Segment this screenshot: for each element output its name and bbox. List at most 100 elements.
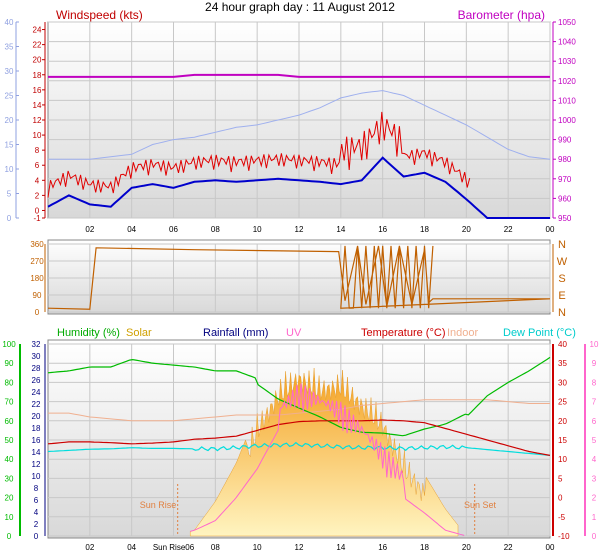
wind-tick: 6	[35, 161, 40, 170]
outer-left-tick: 40	[5, 18, 14, 27]
humidity-tick: 70	[5, 398, 14, 407]
direction-panel-axes: 0 N 90 E 180 S 270 W 360 N	[30, 239, 567, 319]
humidity-tick: 0	[7, 532, 12, 541]
rain-tick: 12	[32, 460, 41, 469]
uv-tick: 5	[592, 436, 597, 445]
wind-tick: 12	[33, 116, 42, 125]
uv-tick: 0	[592, 532, 597, 541]
direction-tick: 270	[30, 257, 44, 266]
x-tick-label: 04	[127, 225, 136, 234]
outer-left-tick: 5	[7, 190, 12, 199]
x-tick-label: 04	[127, 543, 136, 552]
temp-panel-series	[47, 356, 551, 537]
humidity-tick: 10	[5, 513, 14, 522]
humidity-legend: Humidity (%)	[57, 327, 120, 339]
x-tick-label: 00	[546, 543, 555, 552]
dewpoint-series	[47, 441, 551, 456]
rain-tick: 28	[32, 364, 41, 373]
wind-tick: 2	[35, 191, 40, 200]
temp-panel-axes: 02 04 Sun Rise06 08 10 12 14 16 18 20 22 0001020304…	[2, 340, 599, 552]
temp-tick: 20	[558, 417, 567, 426]
sunrise-label: Sun Rise	[140, 500, 177, 510]
gust-series	[47, 111, 471, 198]
indoor-legend: Indoor	[447, 327, 479, 339]
x-tick-label: 02	[85, 225, 94, 234]
windspeed-label: Windspeed (kts)	[56, 8, 143, 22]
uv-tick: 1	[592, 513, 597, 522]
outer-left-tick: 0	[7, 214, 12, 223]
x-tick-label: 16	[378, 543, 387, 552]
wind-tick: 10	[33, 131, 42, 140]
uv-tick: 10	[590, 340, 599, 349]
rain-tick: 18	[32, 424, 41, 433]
solar-legend: Solar	[126, 327, 152, 339]
sunset-label: Sun Set	[464, 500, 497, 510]
uv-tick: 2	[592, 494, 597, 503]
baro-tick: 970	[558, 175, 572, 184]
wind-panel-series	[47, 73, 551, 219]
rain-tick: 14	[32, 448, 41, 457]
x-tick-label: 00	[546, 225, 555, 234]
outer-left-tick: 25	[5, 92, 14, 101]
x-tick-label: 12	[295, 225, 304, 234]
compass-tick: S	[558, 273, 565, 285]
windspeed-series	[47, 156, 550, 219]
x-tick-label: 12	[295, 543, 304, 552]
direction-series	[47, 245, 551, 310]
wind-tick: 0	[35, 206, 40, 215]
temp-tick: 0	[558, 494, 563, 503]
baro-tick: 1010	[558, 96, 576, 105]
temp-tick: 35	[558, 359, 567, 368]
barometer-label: Barometer (hpa)	[458, 8, 545, 22]
direction-tick: 180	[30, 274, 44, 283]
uv-tick: 7	[592, 398, 597, 407]
temp-tick: -5	[558, 513, 566, 522]
outer-left-tick: 30	[5, 67, 14, 76]
humidity-tick: 50	[5, 436, 14, 445]
outer-left-tick: 35	[5, 43, 14, 52]
uv-tick: 6	[592, 417, 597, 426]
uv-tick: 8	[592, 378, 597, 387]
wind-tick: 18	[33, 71, 42, 80]
wind-tick: 14	[33, 101, 42, 110]
wind-tick: -1	[33, 214, 41, 223]
rain-tick: 0	[34, 532, 39, 541]
page-title: 24 hour graph day : 11 August 2012	[205, 0, 395, 14]
humidity-tick: 40	[5, 455, 14, 464]
direction-panel-series	[47, 245, 551, 310]
direction-tick: 90	[33, 291, 42, 300]
x-tick-label: 20	[462, 543, 471, 552]
rain-tick: 4	[34, 508, 39, 517]
uv-tick: 9	[592, 359, 597, 368]
rain-tick: 22	[32, 400, 41, 409]
compass-tick: N	[558, 239, 566, 251]
x-tick-label: 20	[462, 225, 471, 234]
uv-series	[190, 383, 465, 536]
x-tick-label: Sun Rise06	[153, 543, 195, 552]
rain-tick: 24	[32, 388, 41, 397]
baro-tick: 1040	[558, 38, 576, 47]
direction-tick: 360	[30, 240, 44, 249]
x-tick-label: 10	[253, 543, 262, 552]
barometer-series	[48, 73, 550, 78]
x-tick-label: 10	[253, 225, 262, 234]
wind-tick: 22	[33, 41, 42, 50]
wind-tick: 4	[35, 176, 40, 185]
temp-panel-legend: Humidity (%) Solar Rainfall (mm) UV Temp…	[57, 327, 576, 339]
humidity-tick: 80	[5, 378, 14, 387]
temperature-trace-top	[48, 90, 551, 160]
baro-tick: 1030	[558, 57, 576, 66]
wind-panel-axes: 02 04 06 08 10 12 14 16 18 20 22 000510152025303540…	[5, 18, 577, 234]
temperature-series	[47, 419, 551, 456]
wind-tick: 8	[35, 146, 40, 155]
humidity-tick: 20	[5, 494, 14, 503]
x-tick-label: 18	[420, 543, 429, 552]
wind-tick: 20	[33, 56, 42, 65]
temp-tick: 10	[558, 455, 567, 464]
baro-tick: 1050	[558, 18, 576, 27]
rainfall-legend: Rainfall (mm)	[203, 327, 268, 339]
wind-tick: 16	[33, 86, 42, 95]
compass-tick: W	[557, 256, 568, 268]
temp-tick: 5	[558, 474, 563, 483]
